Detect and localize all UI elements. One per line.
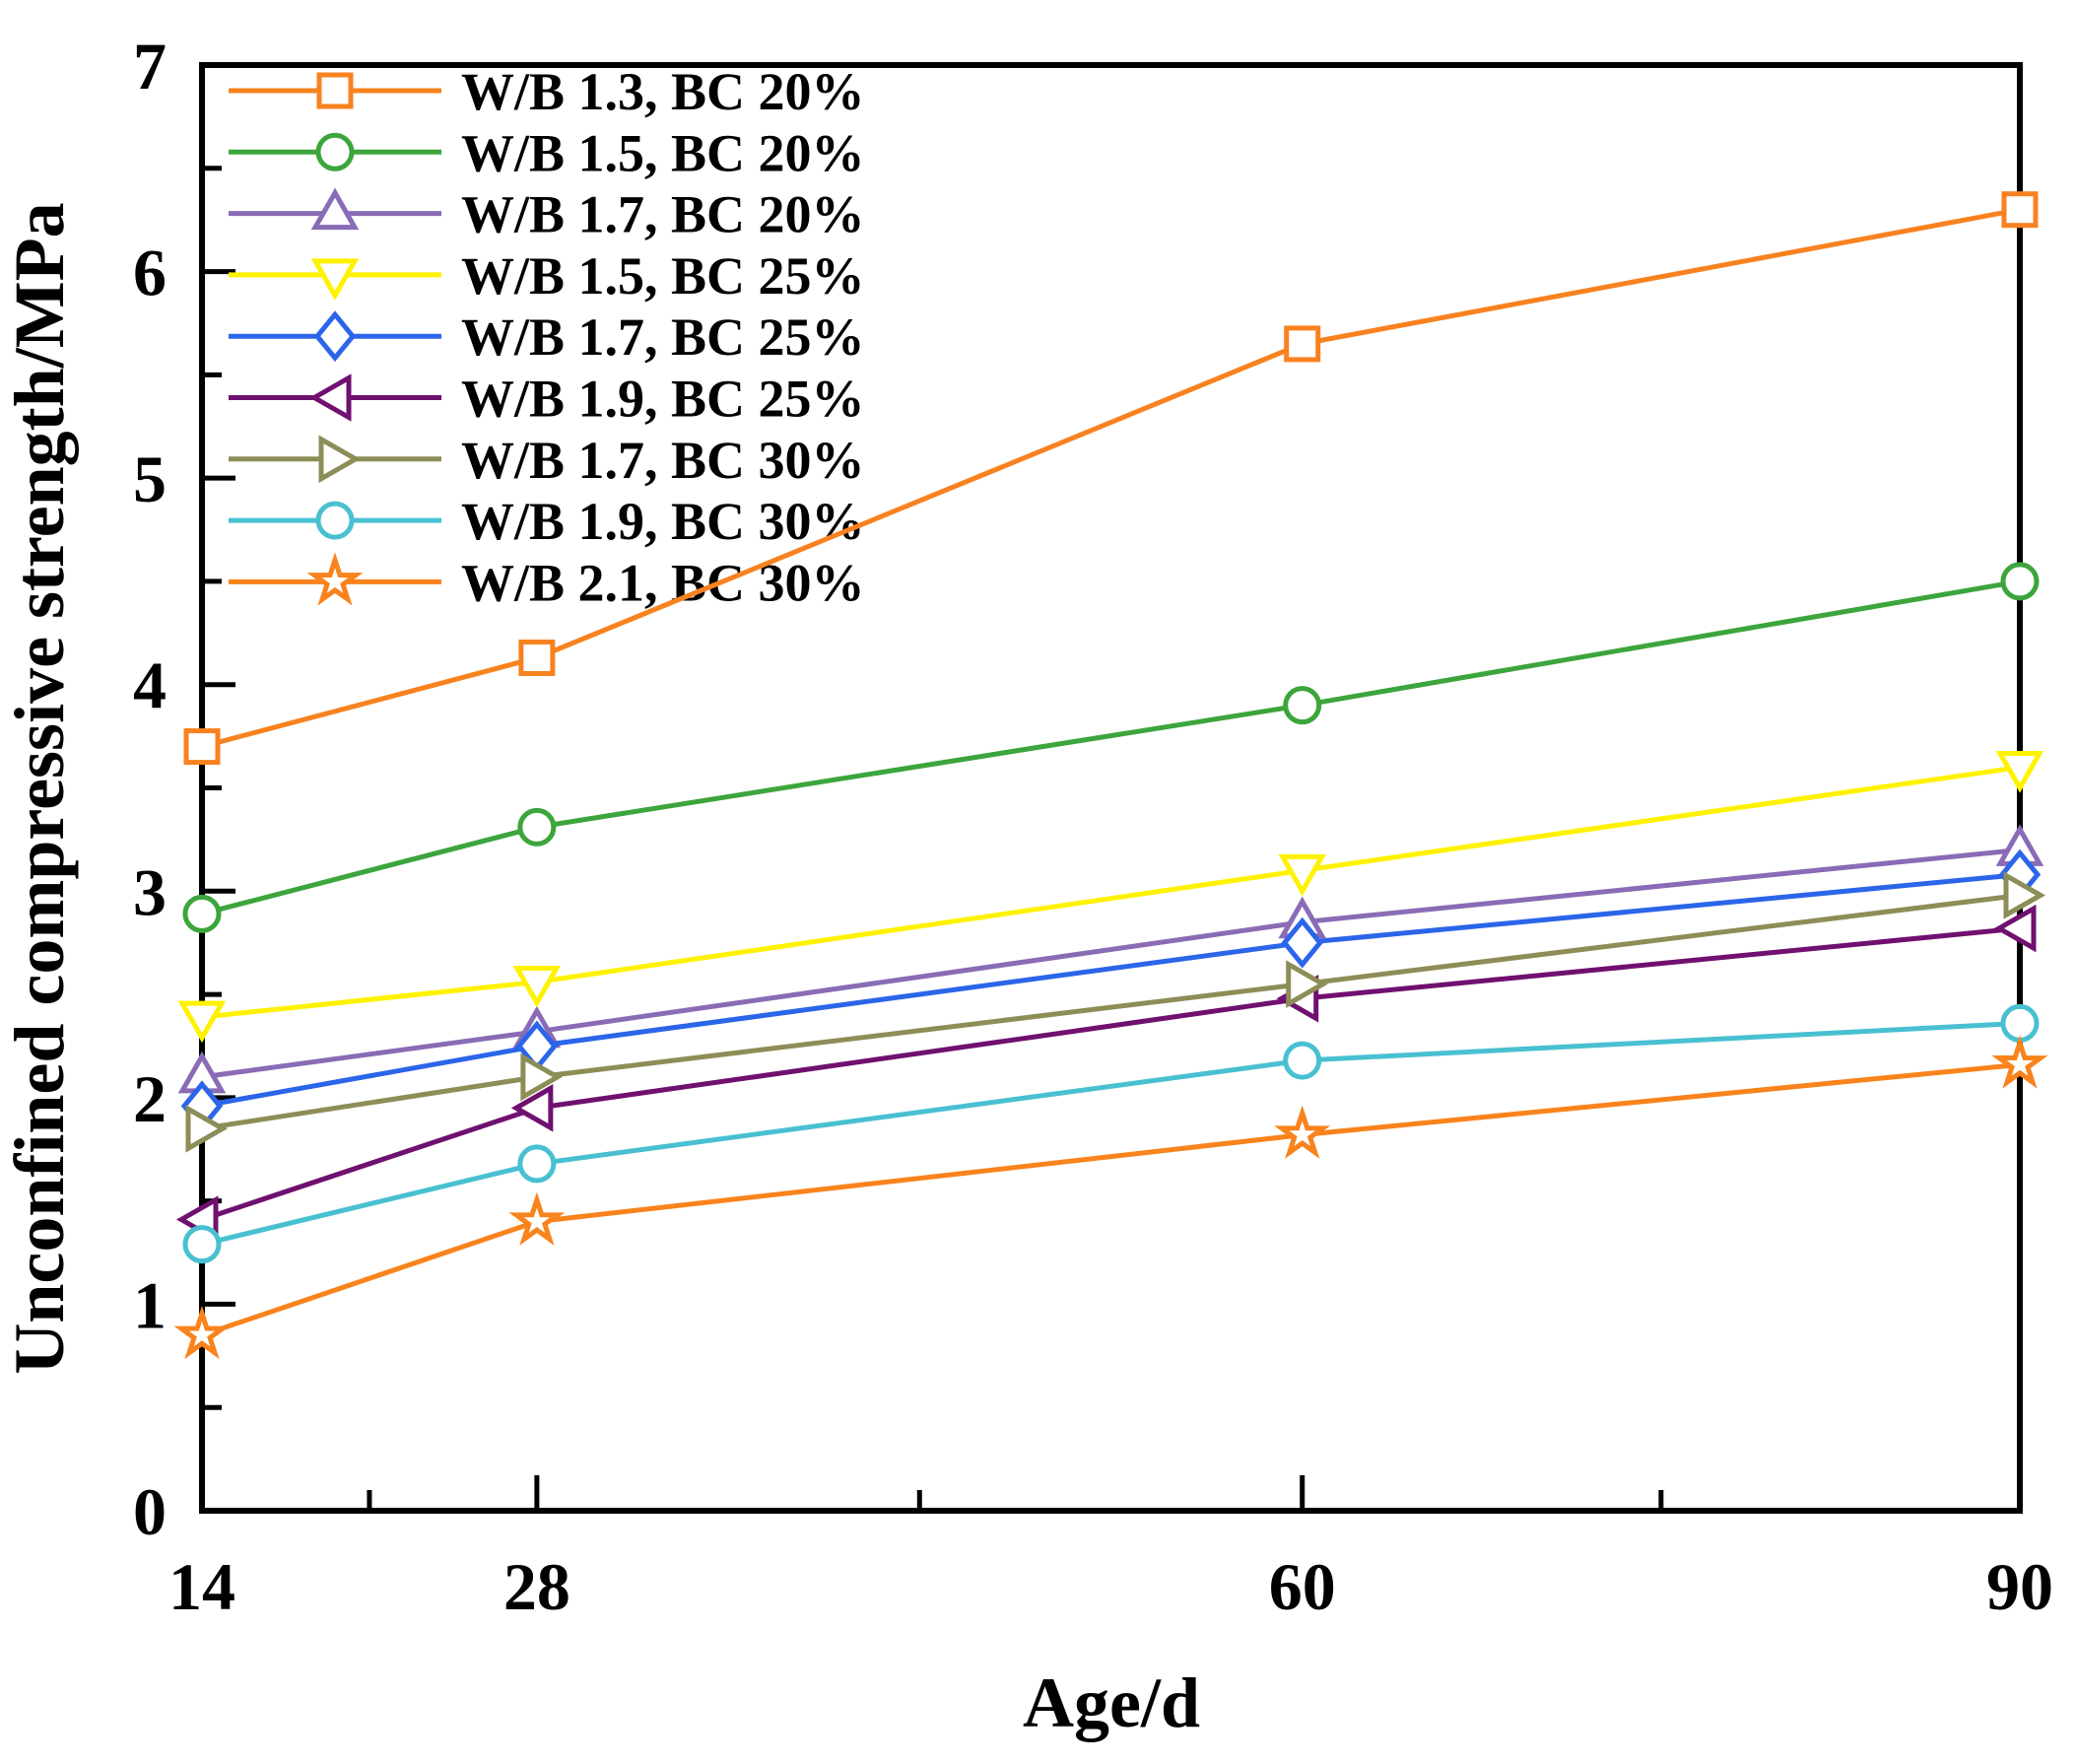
marker-triangle-left-icon: [510, 1084, 554, 1132]
marker-circle-icon: [1283, 1041, 1322, 1080]
legend-label: W/B 1.9, BC 25%: [461, 370, 865, 429]
marker-star-icon: [508, 1191, 566, 1246]
series-line: [201, 207, 2021, 750]
marker-star-icon: [1991, 1035, 2048, 1089]
legend-item: W/B 1.5, BC 20%: [229, 123, 865, 182]
marker-diamond-icon: [313, 310, 357, 363]
x-tick-label: 90: [1986, 1549, 2053, 1624]
marker-square-icon: [518, 639, 556, 676]
marker-circle-icon: [182, 1225, 222, 1264]
marker-circle-icon: [517, 807, 557, 847]
series-line: [201, 765, 2021, 1020]
x-tick-label: 60: [1269, 1549, 1336, 1624]
marker-star-icon: [306, 552, 364, 606]
x-axis-title: Age/d: [1023, 1663, 1200, 1742]
marker-triangle-left-icon: [1993, 904, 2037, 953]
marker-square-icon: [183, 728, 221, 766]
marker-triangle-up-icon: [310, 187, 360, 231]
marker-circle-icon: [1283, 686, 1322, 725]
marker-triangle-down-icon: [1995, 751, 2044, 793]
legend-item: W/B 1.3, BC 20%: [229, 62, 865, 121]
y-tick-label: 6: [133, 236, 167, 310]
marker-triangle-left-icon: [308, 373, 352, 422]
marker-square-icon: [1284, 325, 1321, 363]
marker-triangle-right-icon: [2003, 871, 2046, 919]
x-tick-label: 28: [503, 1549, 570, 1624]
legend: W/B 1.3, BC 20%W/B 1.5, BC 20%W/B 1.7, B…: [229, 62, 865, 612]
series-line: [201, 1020, 2021, 1248]
marker-triangle-down-icon: [177, 1000, 227, 1044]
x-tick-label: 14: [168, 1549, 235, 1624]
marker-star-icon: [173, 1305, 231, 1360]
series-w-b-1.7-bc-20: [177, 824, 2044, 1094]
y-tick-label: 0: [133, 1474, 167, 1549]
legend-item: W/B 1.7, BC 20%: [229, 185, 865, 244]
legend-label: W/B 1.5, BC 20%: [461, 123, 865, 182]
legend-label: W/B 1.3, BC 20%: [461, 62, 865, 121]
y-axis-title: Unconfined compressive strength/MPa: [0, 202, 79, 1374]
legend-item: W/B 1.7, BC 30%: [229, 431, 865, 490]
legend-label: W/B 1.7, BC 30%: [461, 431, 865, 490]
marker-circle-icon: [517, 1144, 557, 1184]
legend-label: W/B 1.7, BC 25%: [461, 307, 865, 367]
series-w-b-1.3-bc-20: [183, 191, 2039, 766]
y-axis: 0 1 2 3 4 5 6 7: [133, 29, 235, 1549]
legend-label: W/B 1.5, BC 25%: [461, 246, 865, 305]
series-w-b-2.1-bc-30: [173, 1035, 2048, 1360]
legend-item: W/B 1.7, BC 25%: [229, 307, 865, 367]
legend-item: W/B 1.5, BC 25%: [229, 246, 865, 305]
legend-item: W/B 1.9, BC 30%: [229, 492, 865, 551]
marker-square-icon: [2001, 191, 2039, 229]
marker-circle-icon: [2000, 1003, 2040, 1043]
series-line: [201, 925, 2021, 1222]
legend-item: W/B 2.1, BC 30%: [229, 552, 865, 612]
series-w-b-1.5-bc-20: [182, 562, 2040, 933]
legend-item: W/B 1.9, BC 25%: [229, 370, 865, 429]
marker-circle-icon: [315, 501, 355, 540]
series-w-b-1.9-bc-25: [175, 904, 2037, 1244]
y-tick-label: 3: [133, 854, 167, 929]
marker-triangle-down-icon: [512, 965, 562, 1008]
series-line: [201, 872, 2021, 1109]
marker-star-icon: [1274, 1105, 1331, 1159]
marker-circle-icon: [182, 894, 222, 933]
marker-circle-icon: [2000, 562, 2040, 601]
marker-triangle-down-icon: [310, 258, 360, 301]
y-tick-label: 4: [133, 648, 167, 723]
series-w-b-1.7-bc-30: [185, 871, 2046, 1153]
series-w-b-1.5-bc-25: [177, 751, 2044, 1044]
marker-triangle-right-icon: [1286, 960, 1328, 1008]
legend-label: W/B 1.9, BC 30%: [461, 492, 865, 551]
series-line: [201, 578, 2021, 916]
y-tick-label: 2: [133, 1061, 167, 1136]
y-tick-label: 1: [133, 1267, 167, 1342]
series-line: [201, 1061, 2021, 1338]
y-tick-label: 7: [133, 29, 167, 103]
marker-triangle-right-icon: [520, 1052, 563, 1102]
marker-triangle-down-icon: [1278, 853, 1327, 897]
marker-triangle-right-icon: [185, 1104, 229, 1153]
marker-square-icon: [316, 72, 354, 109]
marker-diamond-icon: [1281, 916, 1323, 969]
marker-circle-icon: [315, 132, 355, 171]
marker-triangle-right-icon: [318, 435, 362, 484]
legend-label: W/B 1.7, BC 20%: [461, 185, 865, 244]
legend-label: W/B 2.1, BC 30%: [461, 553, 865, 612]
series-line: [201, 847, 2021, 1080]
y-tick-label: 5: [133, 441, 167, 516]
x-axis: 14 28 60 90: [168, 1475, 2053, 1624]
series-line: [201, 892, 2021, 1131]
